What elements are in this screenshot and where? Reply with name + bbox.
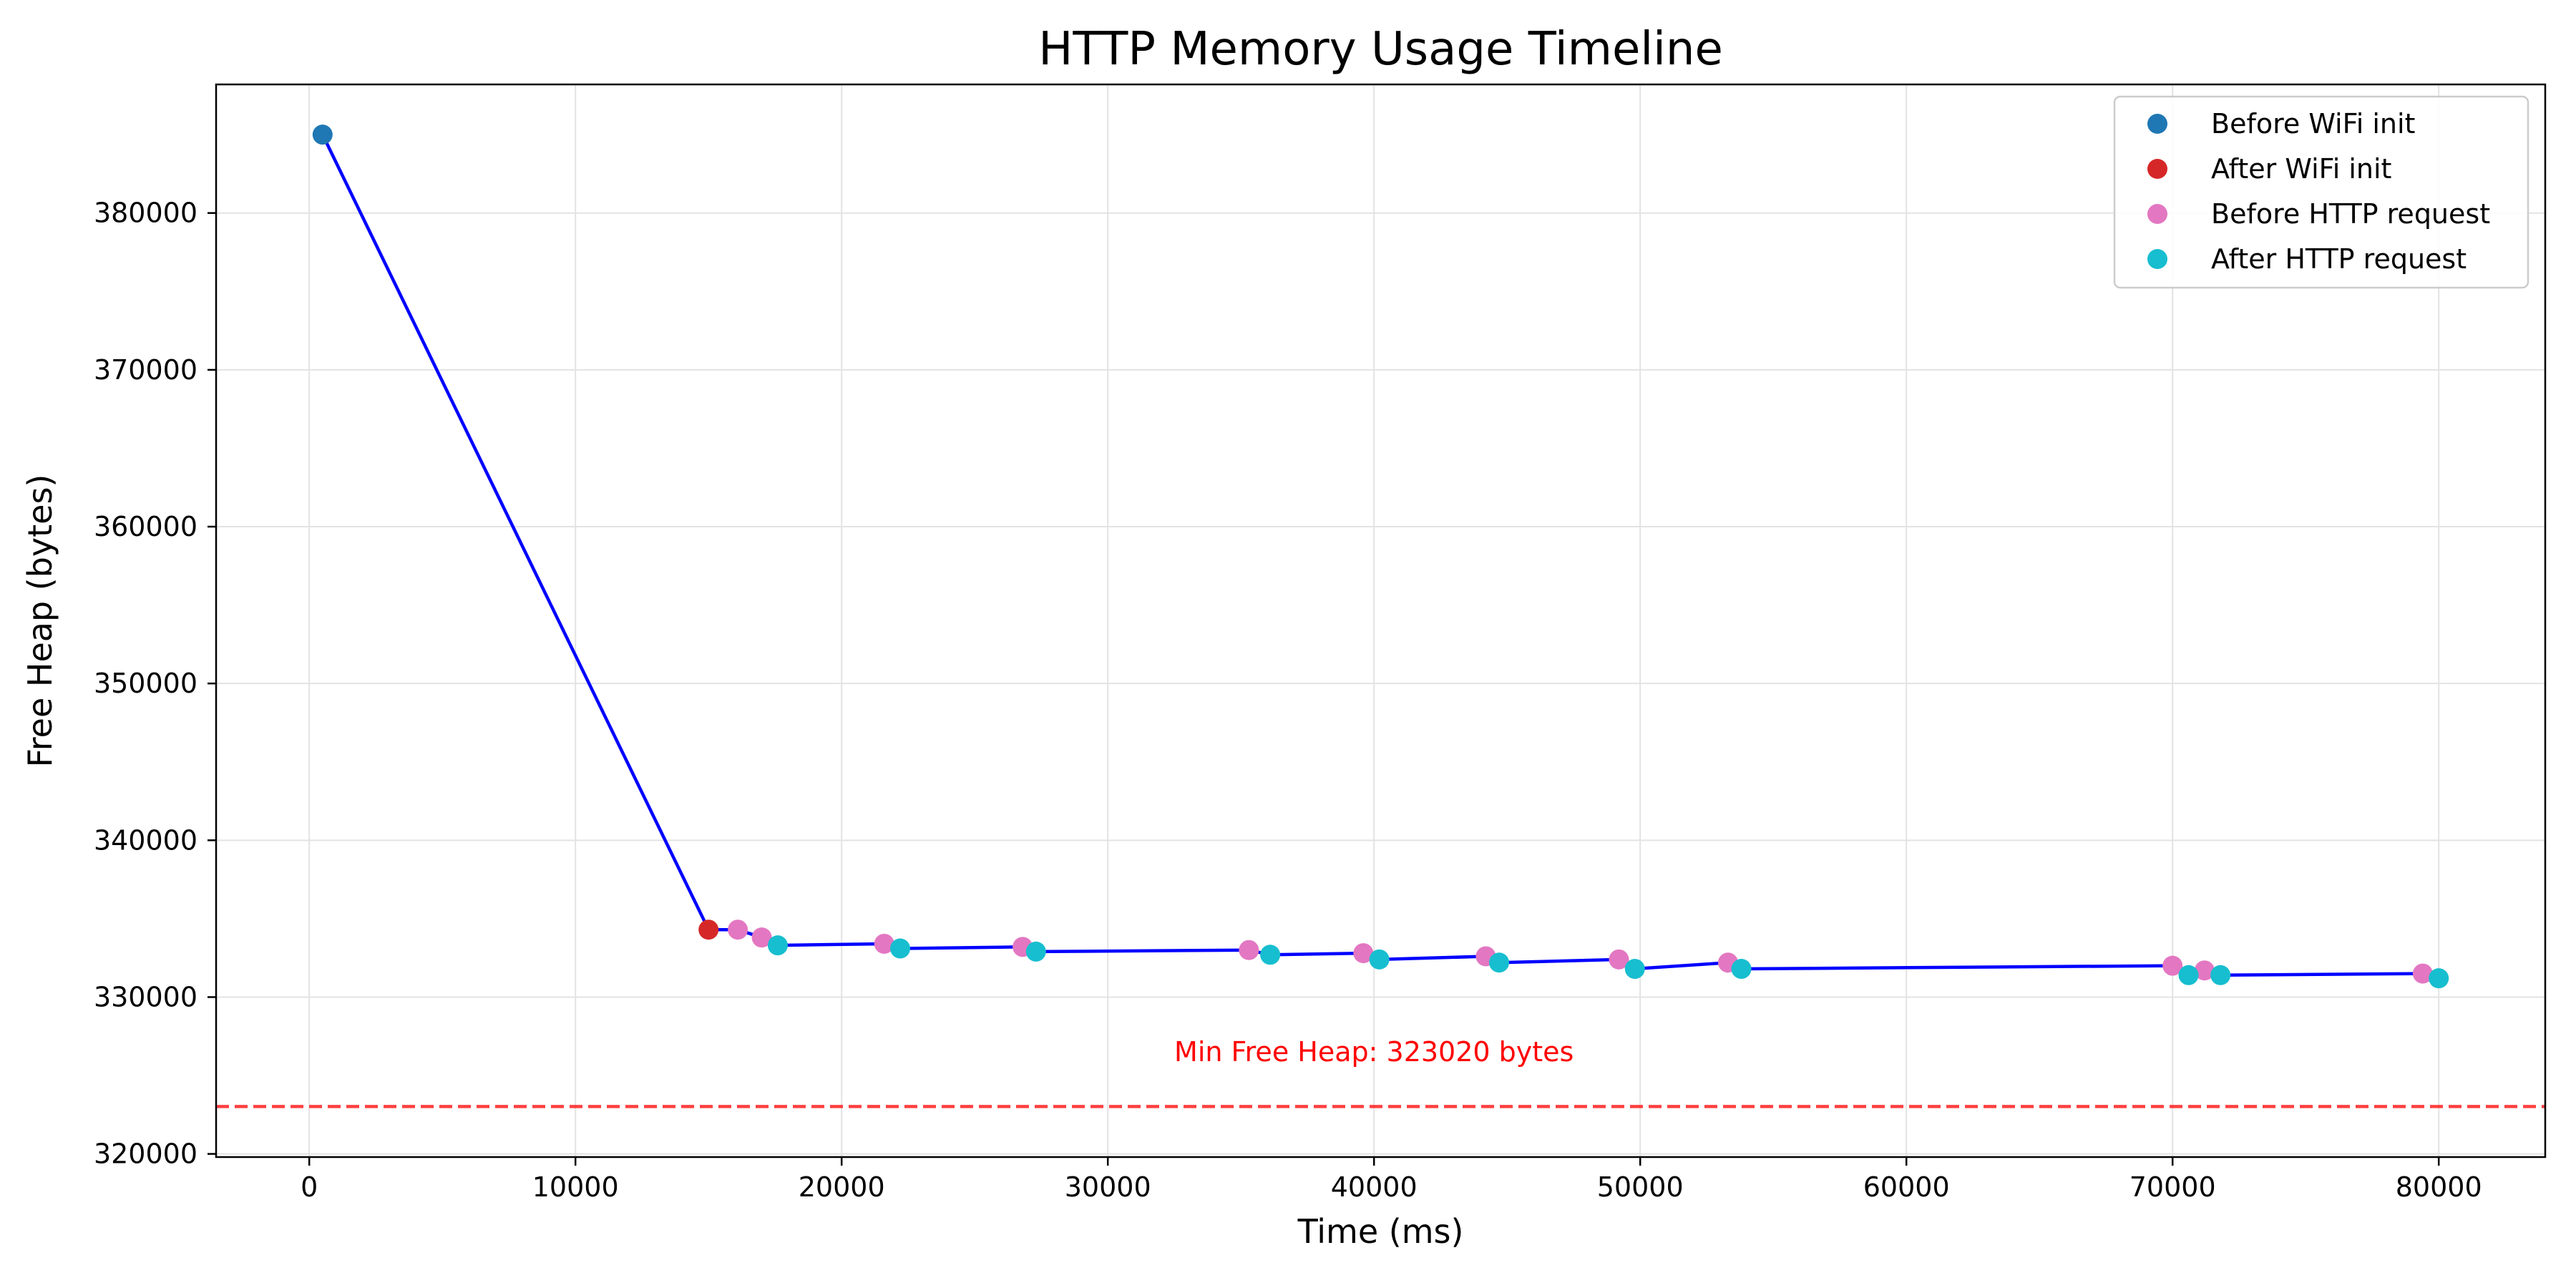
x-tick-label: 60000: [1863, 1171, 1950, 1203]
y-tick-label: 330000: [94, 981, 197, 1013]
data-points-group: [312, 125, 2449, 989]
after-http-request-point: [1025, 941, 1046, 962]
legend-marker: [2147, 114, 2167, 134]
y-tick-label: 320000: [94, 1138, 197, 1170]
y-tick-label: 380000: [94, 197, 197, 229]
before-http-request-point: [751, 927, 772, 948]
after-http-request-point: [1731, 959, 1752, 980]
before-http-request-point: [1239, 940, 1259, 960]
legend-label: After HTTP request: [2211, 243, 2467, 275]
after-http-request-point: [1260, 945, 1281, 965]
chart-title: HTTP Memory Usage Timeline: [1038, 23, 1723, 76]
legend-marker: [2147, 249, 2167, 269]
legend: Before WiFi init After WiFi init Before HT…: [2113, 95, 2529, 289]
before-wifi-init-point: [312, 125, 333, 145]
legend-label: Before HTTP request: [2211, 198, 2490, 230]
before-http-request-point: [1353, 943, 1374, 964]
y-tick-label: 350000: [94, 668, 197, 699]
legend-label: After WiFi init: [2211, 153, 2391, 185]
legend-marker: [2147, 204, 2167, 224]
x-tick-label: 10000: [532, 1171, 619, 1203]
x-axis-label: Time (ms): [1297, 1212, 1464, 1251]
after-http-request-point: [890, 938, 911, 959]
x-axis-ticks: 0 10000 20000 30000 40000 50000 60000 70000 8000…: [301, 1157, 2482, 1203]
y-axis-ticks: 320000 330000 340000 350000 360000 370000 3800…: [94, 197, 216, 1170]
y-tick-label: 340000: [94, 824, 197, 856]
x-tick-label: 70000: [2129, 1171, 2216, 1203]
x-tick-label: 20000: [799, 1171, 885, 1203]
before-http-request-point: [2162, 955, 2183, 976]
before-http-request-point: [728, 919, 748, 940]
x-tick-label: 80000: [2396, 1171, 2482, 1203]
x-tick-label: 0: [301, 1171, 318, 1203]
y-axis-label: Free Heap (bytes): [21, 474, 59, 768]
y-tick-label: 370000: [94, 354, 197, 386]
y-tick-label: 360000: [94, 511, 197, 542]
after-http-request-point: [2429, 968, 2449, 989]
before-http-request-point: [1609, 949, 1629, 970]
before-http-request-point: [874, 933, 894, 954]
after-http-request-point: [1369, 949, 1390, 970]
legend-label: Before WiFi init: [2211, 108, 2415, 140]
x-tick-label: 50000: [1597, 1171, 1684, 1203]
after-http-request-point: [2210, 965, 2231, 985]
after-wifi-init-point: [698, 919, 719, 940]
min-free-heap-annotation: Min Free Heap: 323020 bytes: [1174, 1036, 1574, 1068]
after-http-request-point: [2178, 965, 2199, 985]
x-tick-label: 40000: [1331, 1171, 1418, 1203]
after-http-request-point: [767, 935, 788, 956]
after-http-request-point: [1624, 959, 1645, 980]
plot-frame: [215, 83, 2547, 1158]
legend-box: [2113, 95, 2529, 289]
after-http-request-point: [1489, 952, 1510, 973]
before-http-request-point: [2194, 960, 2215, 981]
x-tick-label: 30000: [1065, 1171, 1151, 1203]
before-http-request-point: [2412, 963, 2433, 984]
legend-marker: [2147, 159, 2167, 179]
